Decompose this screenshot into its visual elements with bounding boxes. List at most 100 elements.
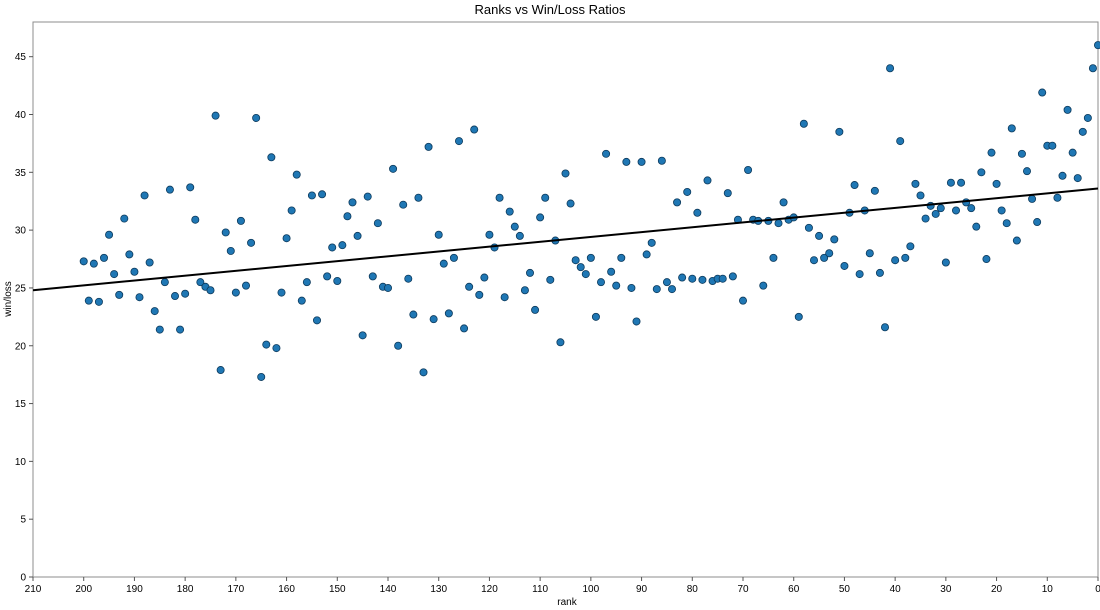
x-tick-label: 180 [177,584,194,595]
data-point [460,324,469,333]
data-point [1048,141,1057,150]
data-point [804,223,813,232]
data-point [774,219,783,228]
x-tick-label: 100 [583,584,600,595]
data-point [617,253,626,262]
x-tick-label: 140 [380,584,397,595]
data-point [89,259,98,268]
data-point [368,272,377,281]
data-point [723,189,732,198]
data-point [865,249,874,258]
axes [32,21,1099,578]
data-point [718,274,727,283]
data-point [399,200,408,209]
data-point [323,272,332,281]
data-point [333,276,342,285]
data-point [115,290,124,299]
data-point [886,64,895,73]
data-point [1012,236,1021,245]
data-point [642,250,651,259]
data-point [434,230,443,239]
x-tick-label: 120 [481,584,498,595]
data-point [429,315,438,324]
data-point [673,198,682,207]
data-point [810,256,819,265]
data-point [510,222,519,231]
data-point [794,312,803,321]
y-axis-label: win/loss [3,281,14,318]
data-point [125,250,134,259]
data-point [135,293,144,302]
data-point [881,323,890,332]
data-point [176,325,185,334]
data-point [312,316,321,325]
data-point [1078,127,1087,136]
data-point [262,340,271,349]
data-point [165,185,174,194]
data-point [622,157,631,166]
data-point [946,178,955,187]
x-tick-label: 10 [1042,584,1054,595]
data-point [556,338,565,347]
x-axis-ticks: 210 200 190 180 170 160 150 140 130 120 110 100 90 80… [25,577,1100,595]
data-point [206,286,215,295]
data-point [769,253,778,262]
y-tick-label: 15 [15,399,27,410]
data-point [967,204,976,213]
y-tick-label: 30 [15,226,27,237]
data-point [591,312,600,321]
data-point [439,259,448,268]
y-tick-label: 10 [15,457,27,468]
data-point [282,234,291,243]
data-point [759,281,768,290]
data-point [901,253,910,262]
data-point [358,331,367,340]
data-point [257,372,266,381]
x-tick-label: 150 [329,584,346,595]
data-point [186,183,195,192]
data-point [277,288,286,297]
x-tick-label: 60 [788,584,800,595]
data-point [906,242,915,251]
data-point [657,156,666,165]
data-point [602,149,611,158]
x-tick-label: 30 [940,584,952,595]
x-tick-label: 160 [278,584,295,595]
x-tick-label: 90 [636,584,648,595]
x-tick-label: 130 [430,584,447,595]
data-point [500,293,509,302]
data-point [287,206,296,215]
data-point [267,153,276,162]
data-point [1063,105,1072,114]
data-point [226,246,235,255]
x-tick-label: 110 [532,584,548,595]
data-point [941,258,950,267]
data-point [652,285,661,294]
data-point [505,207,514,216]
data-point [1083,113,1092,122]
data-point [307,191,316,200]
data-point [896,137,905,146]
data-point [875,268,884,277]
data-point [607,267,616,276]
data-point [216,366,225,375]
data-point [997,206,1006,215]
data-point [297,296,306,305]
y-tick-label: 45 [15,52,27,63]
data-point [155,325,164,334]
data-point [647,238,656,247]
data-point [348,198,357,207]
data-point [1053,193,1062,202]
data-point [520,286,529,295]
x-tick-label: 50 [839,584,851,595]
data-point [597,278,606,287]
data-point [343,212,352,221]
data-point [1028,194,1037,203]
data-point [632,317,641,326]
x-axis-label: rank [557,597,577,608]
data-point [1038,88,1047,97]
data-point [191,215,200,224]
x-tick-label: 210 [25,584,42,595]
data-point [236,216,245,225]
